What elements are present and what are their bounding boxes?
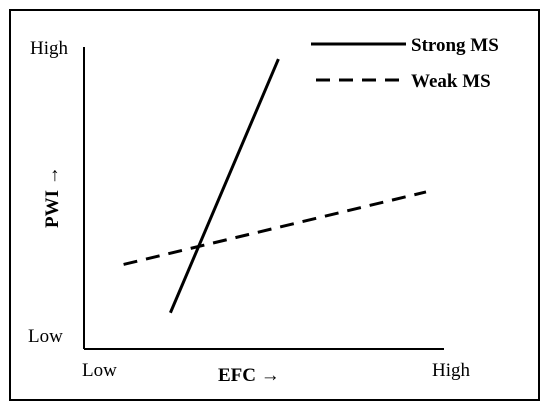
series-line-weak-ms	[123, 190, 427, 266]
x-tick-label-low: Low	[82, 360, 117, 381]
legend-label-weak-ms: Weak MS	[411, 71, 491, 92]
series-line-strong-ms	[169, 58, 280, 314]
legend-label-strong-ms: Strong MS	[411, 35, 499, 56]
y-tick-label-low: Low	[28, 326, 63, 347]
x-tick-label-high: High	[432, 360, 471, 381]
y-axis-title: PWI →	[42, 166, 63, 228]
x-axis-title: EFC →	[218, 365, 280, 386]
figure-frame	[9, 9, 540, 401]
y-tick-label-high: High	[30, 38, 69, 59]
legend: Strong MS Weak MS	[311, 35, 499, 92]
